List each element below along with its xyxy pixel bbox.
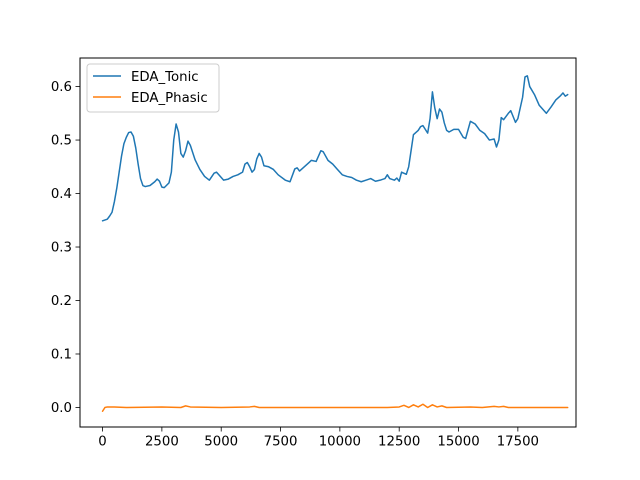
legend-label-eda-tonic: EDA_Tonic bbox=[131, 70, 199, 85]
series-layer bbox=[101, 75, 569, 412]
legend: EDA_Tonic EDA_Phasic bbox=[86, 63, 220, 113]
y-tick-label: 0.4 bbox=[51, 187, 72, 202]
x-axis: 0 2500 5000 7500 10000 12500 15000 17500 bbox=[98, 427, 539, 450]
series-line-eda-tonic bbox=[101, 75, 569, 222]
y-tick-label: 0.0 bbox=[51, 401, 72, 416]
x-tick-label: 17500 bbox=[497, 435, 539, 450]
y-tick-label: 0.6 bbox=[51, 80, 72, 95]
y-tick-label: 0.5 bbox=[51, 134, 72, 149]
x-tick-label: 15000 bbox=[437, 435, 479, 450]
series-line-eda-phasic bbox=[101, 403, 569, 412]
x-tick-label: 12500 bbox=[378, 435, 420, 450]
plot-frame bbox=[79, 57, 577, 428]
x-tick-label: 2500 bbox=[145, 435, 179, 450]
x-tick-label: 7500 bbox=[264, 435, 298, 450]
y-tick-label: 0.2 bbox=[51, 294, 72, 309]
legend-label-eda-phasic: EDA_Phasic bbox=[131, 91, 208, 106]
y-axis: 0.0 0.1 0.2 0.3 0.4 0.5 0.6 bbox=[51, 80, 80, 416]
x-tick-label: 5000 bbox=[204, 435, 238, 450]
x-tick-label: 10000 bbox=[319, 435, 361, 450]
y-tick-label: 0.3 bbox=[51, 241, 72, 256]
x-tick-label: 0 bbox=[98, 435, 106, 450]
y-tick-label: 0.1 bbox=[51, 347, 72, 362]
